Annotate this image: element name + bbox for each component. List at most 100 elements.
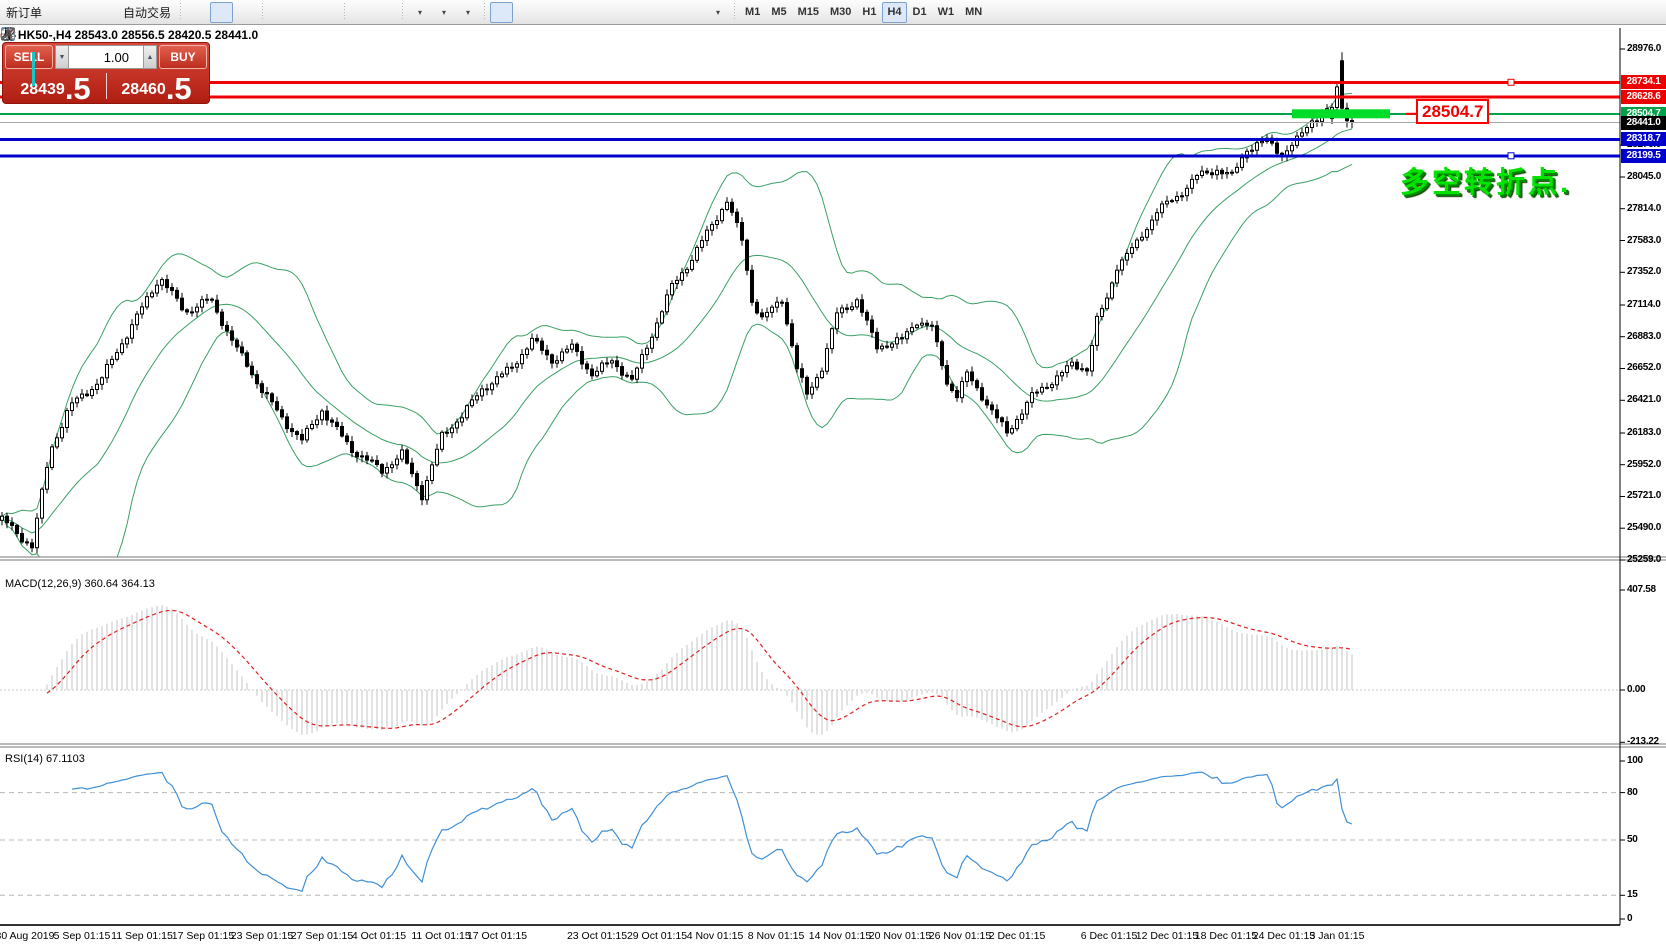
candles: [0, 52, 1354, 554]
fibonacci-button[interactable]: F: [2, 2, 657, 42]
time-axis-label: 30 Aug 2019: [0, 930, 55, 942]
macd-label: MACD(12,26,9) 360.64 364.13: [5, 578, 155, 590]
indicators-dropdown[interactable]: ▾: [1, 2, 431, 40]
toolbar-separator: [400, 3, 406, 21]
chart-plot[interactable]: [0, 26, 1666, 944]
bar-chart-button[interactable]: [1, 2, 209, 39]
timeframe-m15-button[interactable]: M15: [793, 2, 824, 23]
channel-button[interactable]: E: [1, 2, 633, 42]
volume-spinner: ▼ ▲: [55, 45, 157, 69]
pivot-annotation[interactable]: 多空转折点.: [1400, 167, 1572, 199]
rsi-axis-label: 0: [1627, 913, 1633, 924]
sell-price[interactable]: 28439.5: [20, 71, 91, 106]
trendline-button[interactable]: [2, 2, 609, 40]
time-axis-label: 2 Dec 01:15: [988, 930, 1046, 942]
timeframe-mn-button[interactable]: MN: [960, 2, 987, 23]
line-chart-button[interactable]: [0, 2, 257, 39]
time-axis-label: 17 Sep 01:15: [171, 930, 235, 942]
arrows-dropdown[interactable]: ▾: [1, 2, 729, 41]
price-tick-label: 28976.0: [1627, 43, 1662, 54]
macd-axis-label: 0.00: [1627, 684, 1646, 695]
metaeditor-button[interactable]: [1, 2, 70, 41]
price-tick-label: 27352.0: [1627, 266, 1662, 278]
chart-shift-button[interactable]: [1, 2, 397, 40]
price-tick-label: 25259.0: [1627, 554, 1662, 565]
rsi-axis-label: 50: [1627, 834, 1638, 845]
price-tick-label: 26883.0: [1627, 330, 1662, 342]
price-tick-label: 27814.0: [1627, 202, 1662, 214]
toolbar: 新订单 自动交易: [0, 0, 1666, 42]
time-axis-label: 24 Dec 01:15: [1252, 930, 1316, 942]
price-tick-label: 26421.0: [1627, 394, 1662, 406]
time-axis-label: 6 Dec 01:15: [1080, 930, 1138, 942]
buy-button[interactable]: BUY: [159, 45, 207, 69]
panel-divider: [106, 73, 107, 99]
volume-decrease-button[interactable]: ▼: [55, 45, 69, 69]
price-tag-label[interactable]: 28504.7: [1416, 99, 1490, 124]
text-button[interactable]: A: [4, 2, 681, 41]
volume-increase-button[interactable]: ▲: [143, 45, 157, 69]
time-axis-label: 20 Nov 01:15: [868, 930, 932, 942]
time-axis-label: 12 Dec 01:15: [1135, 930, 1199, 942]
new-order-button[interactable]: 新订单: [2, 2, 46, 40]
macd-axis-label: -213.22: [1627, 736, 1659, 748]
candlestick-chart-button[interactable]: [2, 1, 234, 41]
tile-windows-button[interactable]: [1, 2, 339, 41]
bollinger-bands: [1, 92, 1353, 557]
time-axis-label: 8 Nov 01:15: [747, 930, 805, 942]
cursor-button[interactable]: [5, 1, 514, 40]
timeframe-w1-button[interactable]: W1: [933, 2, 960, 23]
price-tick-label: 27114.0: [1627, 298, 1661, 310]
timeframe-d1-button[interactable]: D1: [908, 2, 932, 23]
line-anchor[interactable]: [1507, 152, 1515, 160]
timeframe-group: M1 M5 M15 M30 H1 H4 D1 W1 MN: [740, 1, 987, 23]
toolbar-separator: [732, 3, 738, 21]
autotrading-button[interactable]: 自动交易: [0, 2, 175, 41]
crosshair-button[interactable]: [1, 2, 537, 41]
timeframe-h4-button[interactable]: H4: [882, 1, 907, 23]
periods-dropdown[interactable]: ▾: [1, 2, 455, 41]
rsi-axis-label: 100: [1627, 755, 1643, 766]
price-tick-label: 27583.0: [1627, 234, 1662, 246]
cyan-marker: [32, 52, 35, 86]
current-price-label: 28441.0: [1621, 115, 1666, 130]
macd-series: [46, 605, 1353, 735]
price-tick-label: 25721.0: [1627, 490, 1662, 502]
price-tick-label: 26183.0: [1627, 426, 1662, 438]
zoom-in-button[interactable]: [2, 2, 291, 41]
strategy-tester-button[interactable]: [1, 2, 118, 41]
autotrading-label: 自动交易: [123, 5, 172, 20]
sell-button[interactable]: SELL: [5, 45, 53, 69]
one-click-trading-panel: SELL ▼ ▲ BUY 28439.5 28460.5: [2, 42, 210, 104]
volume-input[interactable]: [69, 45, 143, 69]
price-tick-label: 25952.0: [1627, 458, 1662, 470]
horizontal-line-button[interactable]: [2, 2, 585, 35]
templates-dropdown[interactable]: ▾: [1, 2, 479, 40]
time-axis-label: 4 Nov 01:15: [686, 930, 744, 942]
text-icon: A: [4, 27, 13, 41]
chart-title: ▲HK50-,H4 28543.0 28556.5 28420.5 28441.…: [6, 28, 258, 42]
auto-scroll-button[interactable]: [1, 2, 373, 40]
timeframe-h1-button[interactable]: H1: [857, 2, 881, 23]
svg-text:T: T: [6, 30, 11, 39]
timeframe-m30-button[interactable]: M30: [825, 2, 856, 23]
zoom-out-button[interactable]: [2, 2, 315, 41]
text-label-icon: T: [1, 29, 15, 39]
time-axis-label: 4 Oct 01:15: [351, 930, 407, 942]
svg-text:E: E: [10, 37, 14, 42]
price-tick-label: 26652.0: [1627, 362, 1662, 374]
arrows-icon: [1, 27, 15, 41]
rsi-series: [71, 771, 1353, 893]
timeframe-m1-button[interactable]: M1: [740, 2, 765, 23]
vertical-line-button[interactable]: [7, 2, 561, 40]
level-price-label: 28628.6: [1621, 89, 1666, 104]
terminal-button[interactable]: [1, 2, 94, 40]
highlight-band[interactable]: [1292, 109, 1390, 119]
timeframe-m5-button[interactable]: M5: [766, 2, 791, 23]
time-axis-label: 3 Jan 01:15: [1309, 930, 1365, 942]
toolbar-separator: [482, 3, 488, 21]
time-axis-label: 27 Sep 01:15: [290, 930, 354, 942]
buy-price[interactable]: 28460.5: [121, 71, 192, 106]
text-label-button[interactable]: T: [1, 2, 705, 39]
line-anchor[interactable]: [1507, 78, 1515, 86]
